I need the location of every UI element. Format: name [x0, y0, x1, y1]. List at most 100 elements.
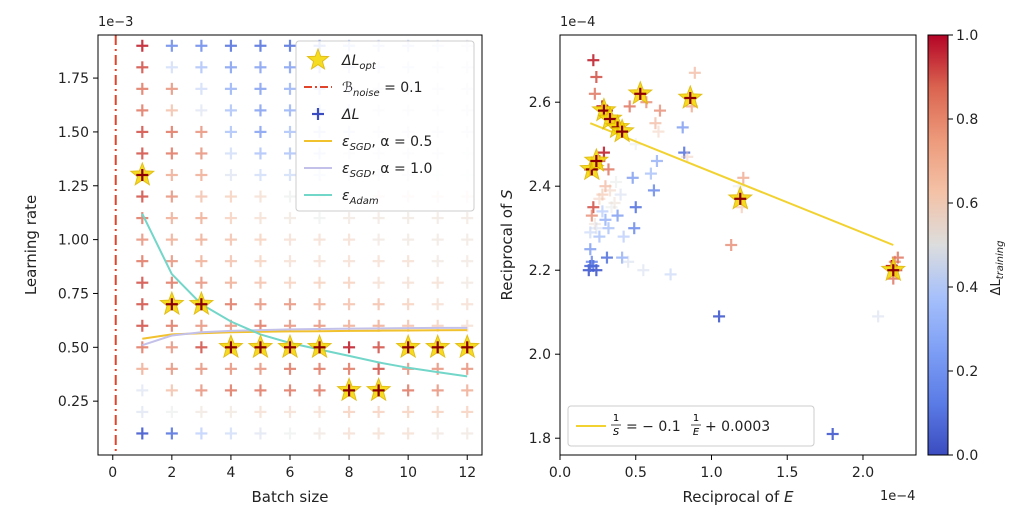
delta-l-marker [165, 405, 178, 418]
right-x-tick-label: 1.5 [776, 465, 798, 481]
right-axes-frame [559, 34, 917, 456]
delta-l-marker [165, 427, 178, 440]
delta-l-marker [402, 427, 415, 440]
delta-l-marker [313, 276, 326, 289]
opt-plus-marker [165, 298, 178, 311]
right-axis-ticks: 0.0 0.5 1.0 1.5 2.0 1.8 2.0 2.2 2.4 2.6 [529, 95, 874, 481]
opt-plus-marker [634, 87, 647, 100]
delta-l-marker [224, 147, 237, 160]
delta-l-marker [165, 147, 178, 160]
right-legend-box [567, 405, 815, 447]
left-x-tick-label: 0 [108, 465, 117, 481]
delta-l-marker [195, 125, 208, 138]
delta-l-marker [195, 39, 208, 52]
legend-plus-swatch [312, 108, 324, 120]
colorbar-tick-label: 0.0 [956, 448, 978, 464]
delta-l-marker [224, 405, 237, 418]
delta-l-marker [165, 341, 178, 354]
delta-l-marker [254, 39, 267, 52]
legend-entry-sub: opt [359, 61, 376, 72]
delta-l-marker [254, 125, 267, 138]
delta-l-marker [313, 362, 326, 375]
opt-plus-marker [461, 341, 474, 354]
delta-l-marker [284, 405, 296, 418]
delta-l-marker [372, 405, 385, 418]
delta-l-marker [461, 233, 474, 246]
scatter-marker [610, 176, 623, 188]
delta-l-marker [224, 61, 237, 74]
legend-entry-base: ε [342, 161, 350, 177]
delta-l-marker [165, 104, 178, 117]
legend-entry-base: ε [342, 188, 350, 204]
delta-l-marker [224, 104, 237, 117]
delta-l-marker [224, 125, 237, 138]
right-y-tick-label: 2.2 [529, 263, 551, 279]
delta-l-marker [284, 384, 296, 397]
left-x-axis-label: Batch size [252, 488, 329, 506]
delta-l-marker [136, 61, 149, 74]
series-line-1 [141, 326, 468, 347]
scatter-marker [590, 71, 603, 83]
right-panel: 1e−4 0.0 0.5 1.0 1.5 2.0 1.8 2.0 2.2 2.4 2.6 Reci… [498, 15, 1006, 506]
opt-plus-marker [734, 192, 747, 205]
delta-l-marker [254, 362, 267, 375]
delta-l-marker [195, 405, 208, 418]
delta-l-marker [165, 61, 178, 74]
right-x-tick-label: 0.0 [549, 465, 571, 481]
right-x-tick-label: 1.0 [700, 465, 722, 481]
legend-entry-label: ΔL [341, 107, 359, 123]
scatter-marker [602, 222, 615, 235]
delta-l-marker [195, 384, 208, 397]
delta-l-marker [195, 255, 208, 268]
delta-l-marker [313, 212, 326, 225]
scatter-marker [713, 310, 726, 323]
delta-l-marker [284, 255, 296, 268]
delta-l-marker [224, 276, 237, 289]
legend-entry-label: ℬnoise = 0.1 [342, 80, 423, 99]
right-y-tick-label: 1.8 [529, 431, 551, 447]
delta-l-marker [313, 233, 326, 246]
delta-l-marker [224, 169, 237, 181]
legend-eq: = − 0.1 [626, 419, 681, 435]
scatter-marker [626, 171, 639, 184]
delta-l-marker [343, 298, 356, 311]
right-y-axis-label: Reciprocal of S [498, 189, 516, 301]
scatter-marker [678, 146, 691, 159]
scatter-marker [588, 218, 601, 230]
delta-l-marker [254, 169, 267, 181]
delta-l-marker [165, 125, 178, 138]
delta-l-marker [431, 255, 444, 268]
right-x-axis-label-text: Reciprocal of [682, 488, 784, 506]
delta-l-marker [461, 212, 474, 225]
legend-entry-rest: , α = 0.5 [371, 134, 432, 150]
delta-l-marker [372, 212, 385, 225]
colorbar-tick-label: 0.4 [956, 280, 978, 296]
delta-l-marker [224, 298, 237, 311]
delta-l-marker [195, 212, 208, 225]
left-x-tick-label: 12 [458, 465, 476, 481]
legend-entry-rest: , α = 1.0 [371, 161, 432, 177]
right-y-tick-label: 2.4 [529, 179, 551, 195]
scatter-marker [596, 205, 609, 218]
scatter-marker [637, 264, 650, 277]
colorbar-tick-label: 1.0 [956, 28, 978, 44]
delta-l-marker [254, 384, 267, 397]
colorbar-gradient [927, 34, 949, 456]
colorbar: 0.0 0.2 0.4 0.6 0.8 1.0 ΔLtraining [927, 28, 1006, 464]
legend-rhs-den: E [693, 427, 700, 438]
delta-l-marker [461, 319, 474, 332]
delta-l-marker [343, 341, 356, 354]
delta-l-marker [195, 61, 208, 74]
delta-l-marker [313, 405, 326, 418]
delta-l-marker [372, 427, 385, 440]
opt-plus-marker [313, 341, 326, 354]
delta-l-marker [402, 298, 415, 311]
scatter-marker [614, 188, 627, 201]
delta-l-marker [313, 255, 326, 268]
scatter-marker [600, 251, 613, 264]
right-y-axis-label-text: Reciprocal of [498, 199, 516, 301]
delta-l-marker [136, 147, 149, 160]
delta-l-marker [165, 255, 178, 268]
delta-l-marker [313, 298, 326, 311]
